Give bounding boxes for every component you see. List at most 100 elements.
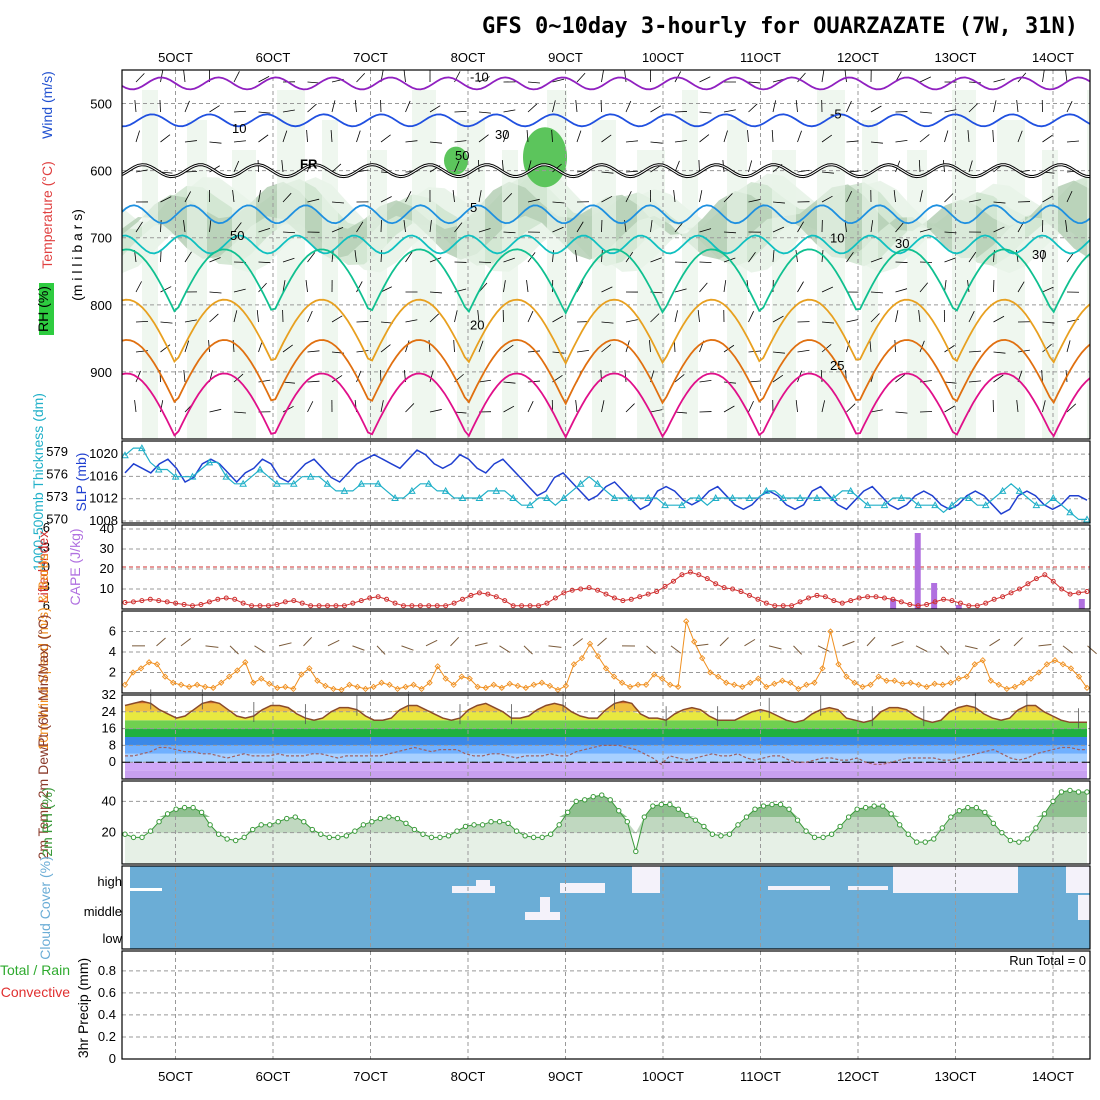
li-tick-label: -6 (38, 520, 50, 535)
wind-barb (601, 250, 603, 263)
wind-barb (846, 403, 856, 413)
temp-band (125, 737, 1087, 746)
wind10-barb (646, 645, 656, 655)
wind10-barb (548, 645, 562, 648)
wind-barb (183, 70, 186, 83)
li-marker (299, 600, 305, 606)
thickness-marker (576, 479, 585, 487)
wind-barb (184, 191, 192, 203)
wind-barb (601, 321, 614, 324)
chart-title: GFS 0~10day 3-hourly for OUARZAZATE (7W,… (482, 14, 1078, 39)
li-marker (814, 592, 820, 598)
rh2m-marker (854, 806, 860, 812)
wind-barb (454, 222, 463, 233)
li-marker (907, 601, 913, 607)
wind10-marker (218, 679, 225, 686)
rh2m-marker (607, 797, 613, 803)
li-marker (308, 603, 314, 609)
wind-barb (944, 405, 956, 413)
wind-barb (258, 134, 269, 143)
rh-tick-label: 20 (102, 825, 116, 840)
wind-barb (527, 310, 534, 323)
rh2m-marker (215, 831, 222, 837)
wind-barb (625, 191, 632, 203)
wind10-marker (675, 683, 682, 690)
wind-barb (601, 134, 612, 143)
wind-barb (575, 400, 578, 413)
wind10-marker (899, 680, 906, 687)
li-tick-label: 6 (43, 598, 50, 613)
wind10-marker (851, 679, 858, 686)
wind-barb (160, 134, 171, 143)
wind-barb (1065, 220, 1068, 233)
wind10-marker (274, 684, 281, 692)
li-marker (426, 603, 432, 609)
rh2m-marker (624, 819, 630, 825)
thickness-marker (661, 501, 669, 509)
temp2m-panel: 32 24 168 0 (102, 687, 1091, 780)
wind-barb (1092, 371, 1096, 382)
rh2m-marker (871, 803, 877, 809)
wind-tick-label: 6 (109, 624, 116, 639)
wind-barb (454, 110, 467, 113)
thickness-marker (931, 501, 939, 509)
wind-barb (135, 221, 143, 233)
wind-barb (134, 100, 137, 113)
wind10-barb (695, 643, 709, 647)
wind10-marker (755, 675, 762, 682)
wind-barb (307, 310, 313, 323)
top-tick-label: 10OCT (642, 50, 684, 65)
wind-barb (478, 134, 489, 143)
wind10-marker (971, 661, 978, 668)
wind-barb (405, 100, 411, 113)
li-tick-label: 3 (43, 578, 50, 593)
rh2m-marker (931, 836, 937, 842)
rh2m-marker (769, 801, 775, 808)
wind-barb (1042, 400, 1046, 413)
wind-barb (1092, 106, 1100, 112)
wind-barb (183, 220, 186, 233)
wind10-marker (947, 679, 954, 686)
wind-barb (1092, 142, 1100, 143)
slp-thickness-panel: 1020 1016 1012 1008 579 576 573 570 (46, 440, 1091, 528)
wind-barb (282, 109, 295, 113)
wind-barb (870, 409, 883, 413)
wind-barb (699, 190, 703, 203)
li-marker (721, 585, 727, 591)
rh-contour-label: 50 (230, 228, 244, 243)
wind-barb (625, 170, 638, 173)
precip-tick-label: 0 (109, 1051, 116, 1066)
top-tick-label: 6OCT (256, 50, 291, 65)
wind10-marker (915, 681, 922, 688)
wind10-marker (290, 685, 297, 693)
wind10-marker (234, 667, 241, 674)
wind10-marker (442, 675, 449, 682)
wind-barb (576, 130, 582, 143)
precip-axis-label: 3hr Precip (mm) (75, 958, 91, 1058)
precip-tick-label: 0.4 (98, 1007, 116, 1022)
li-marker (552, 595, 558, 601)
wind-barb (625, 140, 638, 143)
wind10-barb (597, 637, 607, 647)
rh2m-marker (1058, 789, 1065, 795)
wind10-marker (731, 681, 738, 688)
wind-barb (1041, 370, 1043, 383)
isotherm-label: 20 (470, 318, 484, 333)
pressure-tick-label: 600 (90, 164, 112, 179)
rh-contour-label: 30 (495, 127, 509, 142)
isotherm-line (122, 204, 1090, 225)
wind-barb (454, 411, 467, 414)
temp-tick-label: 24 (102, 704, 116, 719)
wind-barb (527, 81, 540, 84)
wind-barb (233, 110, 247, 113)
rh2m-marker (207, 822, 213, 828)
temperature-axis-label: Temperature (°C) (39, 161, 55, 269)
cloud-level-label: low (102, 931, 122, 946)
wind-barb (160, 321, 173, 324)
li-marker (865, 594, 871, 600)
cape-tick-label: 20 (100, 561, 114, 576)
wind10-marker (474, 683, 481, 690)
wind-barb (895, 310, 899, 323)
wind10-marker (779, 677, 786, 684)
li-marker (746, 592, 752, 598)
